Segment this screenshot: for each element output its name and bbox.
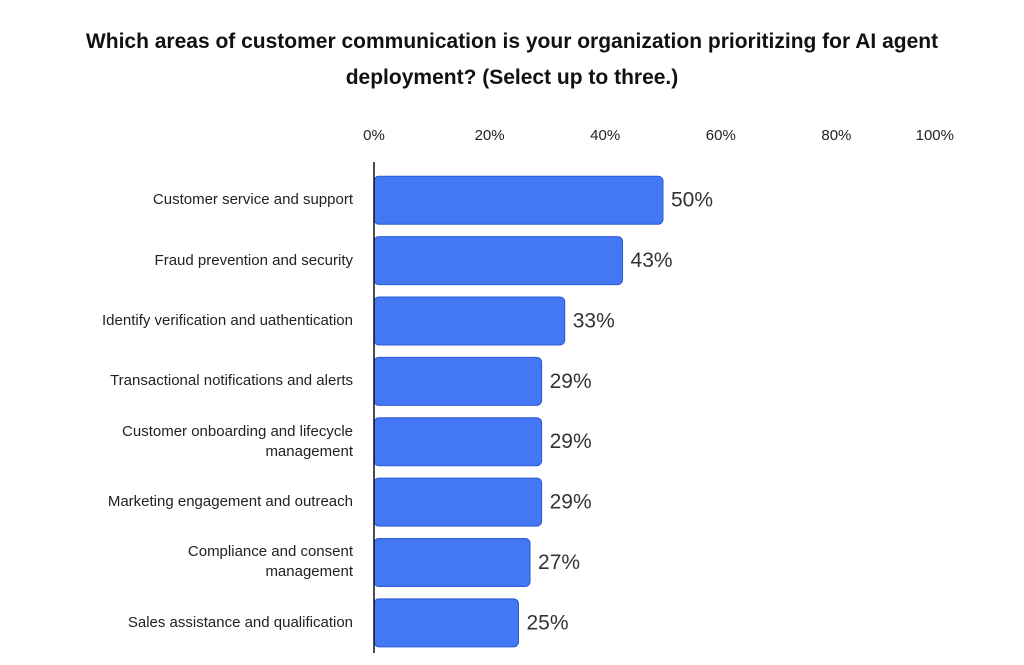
- data-label: 29%: [550, 430, 592, 453]
- bar: [373, 598, 519, 648]
- x-tick-label: 40%: [590, 127, 620, 144]
- bar: [373, 356, 543, 406]
- data-label: 27%: [538, 551, 580, 574]
- category-label: Customer onboarding and lifecycle manage…: [122, 422, 353, 460]
- data-label: 25%: [527, 611, 569, 634]
- data-label: 50%: [671, 189, 713, 212]
- x-tick-label: 100%: [916, 127, 954, 144]
- x-tick-label: 60%: [706, 127, 736, 144]
- bar: [373, 537, 531, 587]
- category-label: Fraud prevention and security: [154, 251, 353, 269]
- data-label: 43%: [631, 249, 673, 272]
- data-label: 29%: [550, 491, 592, 514]
- category-label: Transactional notifications and alerts: [110, 372, 353, 390]
- category-label: Customer service and support: [152, 191, 353, 209]
- x-tick-label: 80%: [821, 127, 851, 144]
- bar: [373, 417, 543, 467]
- category-label: Marketing engagement and outreach: [107, 493, 353, 511]
- category-label: Sales assistance and qualification: [127, 613, 353, 631]
- bar: [373, 236, 624, 286]
- x-tick-label: 20%: [475, 127, 505, 144]
- chart-title: Which areas of customer communication is…: [85, 30, 939, 89]
- data-label: 33%: [573, 309, 615, 332]
- category-label: Compliance and consent management: [187, 543, 353, 581]
- x-tick-label: 0%: [363, 127, 385, 144]
- bar: [373, 477, 543, 527]
- category-label: Identify verification and uathentication: [102, 311, 353, 329]
- data-label: 29%: [550, 370, 592, 393]
- bar: [373, 175, 664, 225]
- bar: [373, 296, 566, 346]
